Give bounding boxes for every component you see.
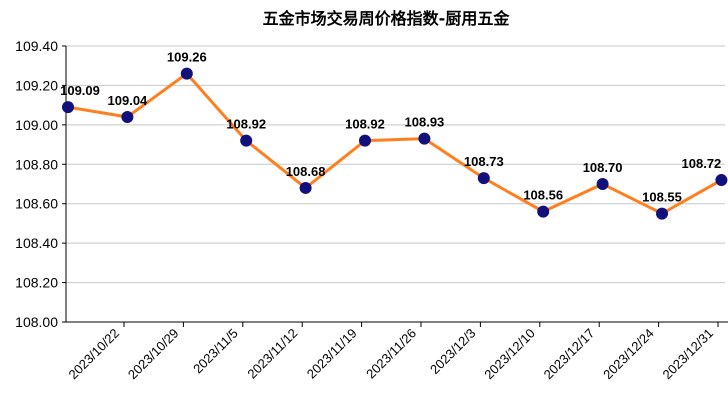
x-tick-label: 2023/11/5 (190, 326, 241, 377)
y-tick-label: 108.80 (15, 156, 58, 172)
data-label: 109.26 (167, 50, 207, 65)
data-point (180, 67, 193, 80)
x-tick-label: 2023/11/26 (363, 326, 419, 382)
data-point (62, 101, 74, 114)
x-tick-label: 2023/12/17 (541, 326, 598, 383)
data-point (715, 174, 728, 187)
data-label: 108.70 (583, 160, 623, 175)
data-label: 108.72 (682, 156, 722, 171)
data-point (299, 181, 312, 194)
data-point (121, 110, 134, 123)
chart-title: 五金市场交易周价格指数-厨用五金 (263, 9, 511, 28)
y-tick-label: 108.20 (15, 275, 58, 291)
x-tick-label: 2023/12/3 (427, 326, 479, 378)
data-label: 108.92 (345, 117, 385, 132)
y-tick-label: 108.00 (15, 314, 58, 330)
data-label: 108.55 (642, 190, 682, 205)
data-labels: 109.09 109.04 109.26 108.92 108.68 108.92 108.… (60, 50, 721, 205)
data-label: 108.68 (286, 164, 326, 179)
x-tick-label: 2023/10/29 (125, 326, 182, 383)
x-tick-label: 2023/12/31 (659, 326, 716, 383)
data-point (596, 178, 609, 190)
y-tick-label: 108.40 (15, 235, 58, 251)
data-label: 108.56 (523, 188, 563, 203)
data-label: 108.92 (226, 117, 266, 132)
series-line (67, 72, 723, 216)
data-label: 109.09 (60, 83, 100, 98)
series-polyline (67, 72, 723, 216)
y-tick-label: 109.40 (15, 38, 58, 54)
x-axis-ticks: 2023/10/22 2023/10/29 2023/11/5 2023/11/12 2… (65, 322, 719, 383)
x-tick-label: 2023/11/12 (244, 326, 300, 382)
data-point (477, 172, 490, 185)
gridlines (66, 45, 725, 284)
data-point (418, 132, 431, 145)
data-point (537, 205, 550, 218)
data-point (359, 134, 371, 147)
data-point (240, 134, 253, 147)
x-tick-label: 2023/12/10 (481, 326, 538, 383)
axes (65, 46, 728, 323)
y-tick-label: 109.00 (15, 117, 58, 133)
y-axis-ticks: 108.00 108.20 108.40 108.60 108.80 109.00 109.… (15, 38, 66, 330)
data-label: 108.73 (464, 154, 504, 169)
x-tick-label: 2023/10/22 (65, 326, 122, 383)
series-markers (62, 67, 728, 220)
y-tick-label: 108.60 (15, 196, 58, 212)
x-tick-label: 2023/12/24 (600, 326, 657, 383)
data-label: 108.93 (405, 115, 445, 130)
data-label: 109.04 (108, 93, 149, 108)
y-tick-label: 109.20 (15, 77, 58, 93)
x-tick-label: 2023/11/19 (304, 326, 360, 382)
data-point (656, 207, 668, 220)
